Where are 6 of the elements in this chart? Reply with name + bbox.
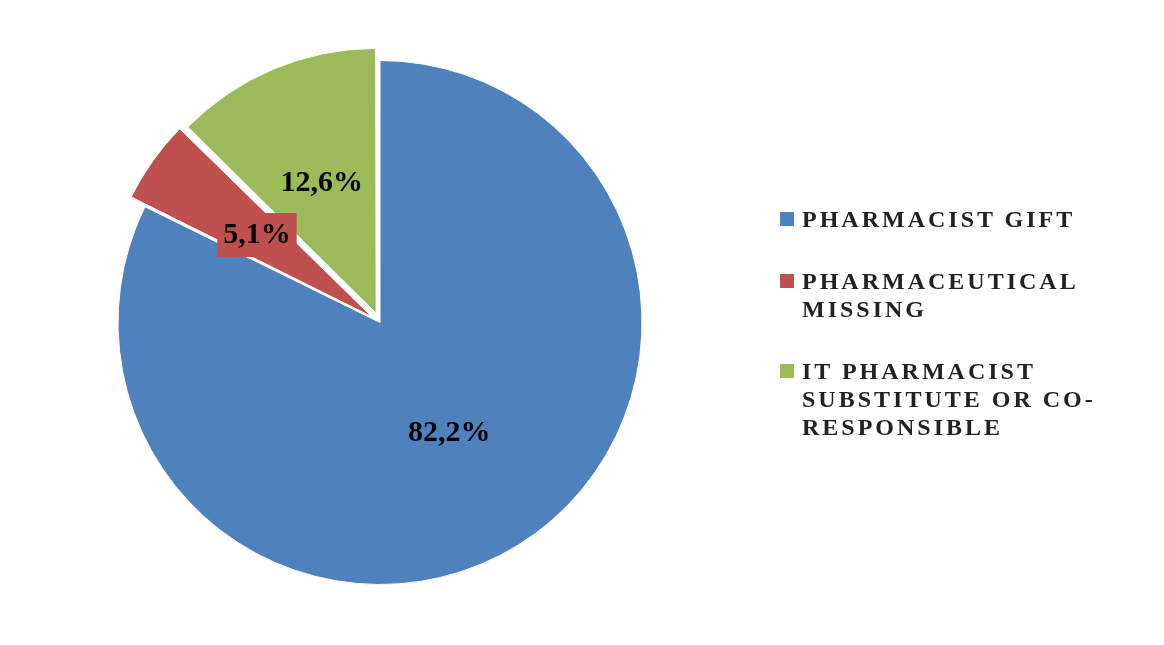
legend-label: PHARMACIST GIFT xyxy=(802,204,1076,233)
legend-label: IT PHARMACIST SUBSTITUTE OR CO-RESPONSIBLE xyxy=(802,356,1097,441)
legend-label: PHARMACEUTICAL MISSING xyxy=(802,266,1079,323)
data-label: 5,1% xyxy=(223,215,291,249)
data-label: 12,6% xyxy=(280,163,363,197)
data-label: 82,2% xyxy=(407,414,491,448)
